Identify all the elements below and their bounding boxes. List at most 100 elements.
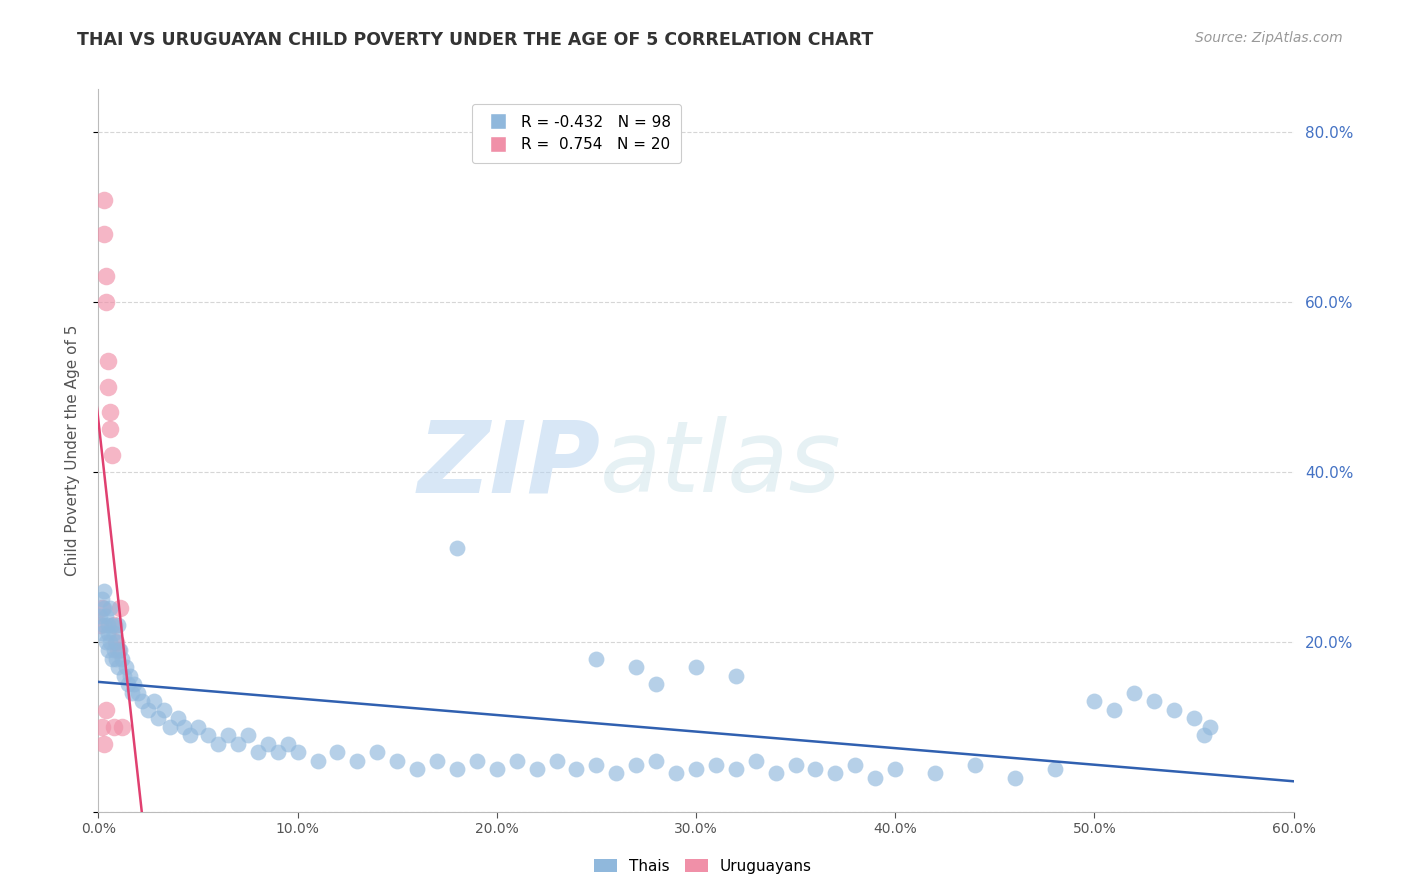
Point [159,720,181,734]
Point [465,754,488,768]
Point [1199,720,1222,734]
Point [97,626,120,640]
Point [89,609,111,624]
Point [645,677,668,691]
Point [645,754,668,768]
Point [1182,711,1205,725]
Point [96,634,118,648]
Point [105,634,128,648]
Point [110,600,132,615]
Point [626,758,648,772]
Point [91,600,114,615]
Point [1123,686,1146,700]
Point [105,651,128,665]
Point [546,754,568,768]
Point [1104,703,1126,717]
Point [704,758,727,772]
Point [98,405,122,419]
Point [765,766,787,780]
Point [120,669,142,683]
Point [111,720,134,734]
Point [884,762,907,776]
Point [153,703,176,717]
Point [924,766,946,780]
Point [585,651,607,665]
Point [197,728,219,742]
Point [103,617,125,632]
Point [101,651,124,665]
Point [110,643,132,657]
Point [111,651,134,665]
Point [93,227,115,241]
Text: THAI VS URUGUAYAN CHILD POVERTY UNDER THE AGE OF 5 CORRELATION CHART: THAI VS URUGUAYAN CHILD POVERTY UNDER TH… [77,31,873,49]
Point [485,762,508,776]
Point [246,745,269,759]
Point [236,728,259,742]
Point [93,193,115,207]
Point [148,711,170,725]
Point [605,766,627,780]
Point [307,754,329,768]
Point [107,660,129,674]
Point [724,669,747,683]
Point [179,728,201,742]
Legend: R = -0.432   N = 98, R =  0.754   N = 20: R = -0.432 N = 98, R = 0.754 N = 20 [471,104,682,163]
Point [97,643,120,657]
Point [226,737,249,751]
Point [506,754,529,768]
Point [124,677,146,691]
Text: Source: ZipAtlas.com: Source: ZipAtlas.com [1195,31,1343,45]
Point [1043,762,1066,776]
Point [785,758,807,772]
Point [326,745,349,759]
Point [526,762,548,776]
Point [91,592,114,607]
Point [112,669,135,683]
Point [406,762,429,776]
Point [366,745,388,759]
Point [127,686,149,700]
Point [98,422,122,436]
Point [1083,694,1105,708]
Point [804,762,827,776]
Point [136,703,159,717]
Point [277,737,299,751]
Point [626,660,648,674]
Point [101,617,124,632]
Point [96,294,118,309]
Text: atlas: atlas [600,417,842,514]
Point [217,728,239,742]
Point [187,720,209,734]
Point [287,745,309,759]
Point [89,617,111,632]
Point [1143,694,1166,708]
Point [101,448,124,462]
Point [96,609,118,624]
Legend: Thais, Uruguayans: Thais, Uruguayans [588,853,818,880]
Point [96,703,118,717]
Point [105,634,128,648]
Point [115,660,138,674]
Point [98,600,122,615]
Point [724,762,747,776]
Point [824,766,846,780]
Point [98,634,122,648]
Y-axis label: Child Poverty Under the Age of 5: Child Poverty Under the Age of 5 [65,325,80,576]
Point [446,762,468,776]
Point [565,762,588,776]
Text: ZIP: ZIP [418,417,600,514]
Point [844,758,866,772]
Point [107,643,129,657]
Point [207,737,229,751]
Point [97,354,120,368]
Point [685,660,707,674]
Point [143,694,166,708]
Point [685,762,707,776]
Point [91,626,114,640]
Point [103,720,125,734]
Point [97,617,120,632]
Point [1004,771,1026,785]
Point [103,626,125,640]
Point [1163,703,1185,717]
Point [97,380,120,394]
